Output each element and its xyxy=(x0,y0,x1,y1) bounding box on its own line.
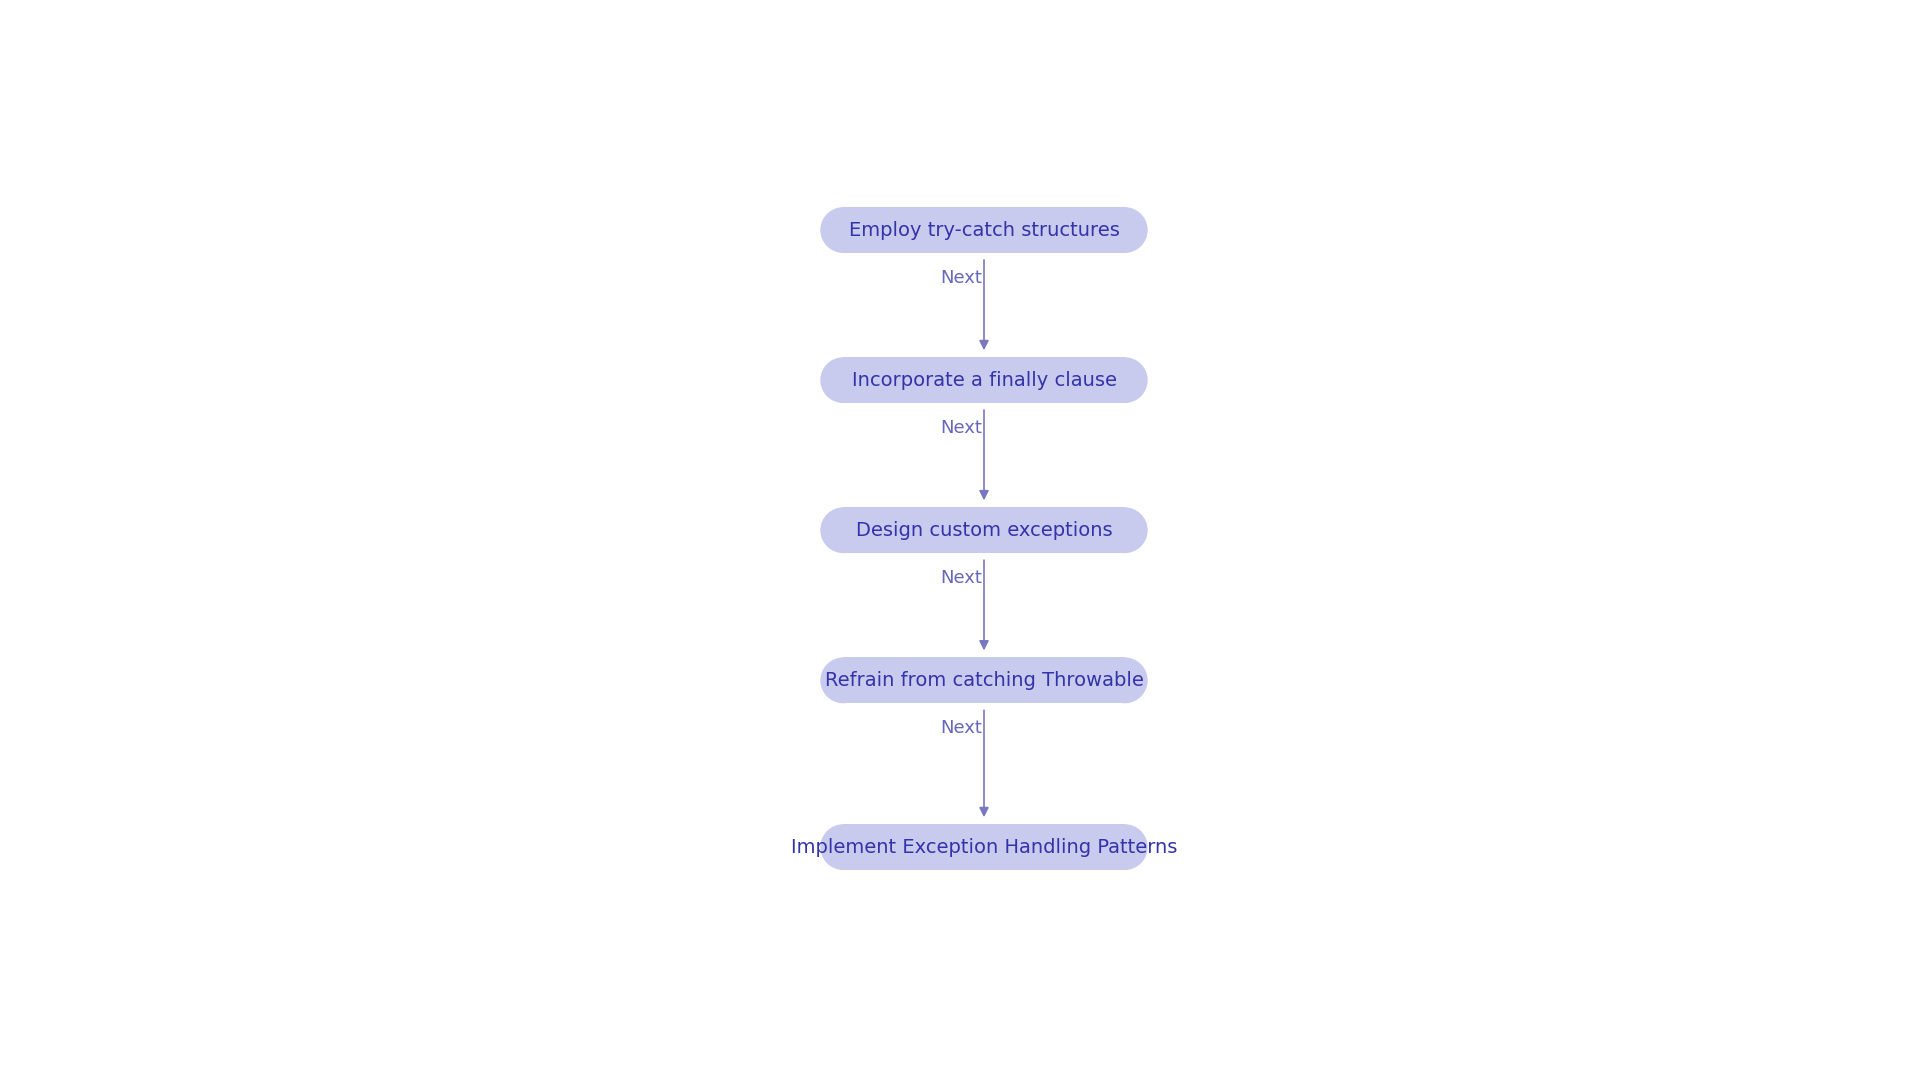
Ellipse shape xyxy=(820,824,866,870)
Ellipse shape xyxy=(1102,657,1148,703)
Ellipse shape xyxy=(820,657,866,703)
Bar xyxy=(843,657,1125,703)
Text: Incorporate a finally clause: Incorporate a finally clause xyxy=(851,370,1117,390)
Ellipse shape xyxy=(820,507,866,553)
Ellipse shape xyxy=(820,357,866,403)
Bar xyxy=(843,207,1125,253)
Text: Next: Next xyxy=(941,719,983,738)
Ellipse shape xyxy=(1102,357,1148,403)
Text: Next: Next xyxy=(941,570,983,587)
Bar xyxy=(843,507,1125,553)
Text: Refrain from catching Throwable: Refrain from catching Throwable xyxy=(824,670,1144,690)
Text: Implement Exception Handling Patterns: Implement Exception Handling Patterns xyxy=(791,837,1177,857)
Ellipse shape xyxy=(1102,507,1148,553)
Ellipse shape xyxy=(1102,207,1148,253)
Bar xyxy=(843,824,1125,870)
Text: Design custom exceptions: Design custom exceptions xyxy=(856,521,1112,539)
Text: Next: Next xyxy=(941,269,983,287)
Bar xyxy=(843,357,1125,403)
Ellipse shape xyxy=(820,207,866,253)
Ellipse shape xyxy=(1102,824,1148,870)
Text: Next: Next xyxy=(941,419,983,438)
Text: Employ try-catch structures: Employ try-catch structures xyxy=(849,221,1119,239)
